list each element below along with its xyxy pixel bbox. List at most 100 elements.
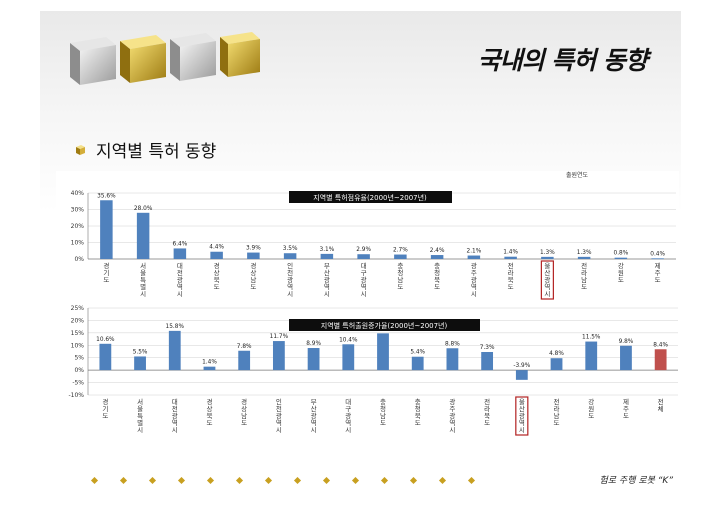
c2-data-label: 7.8% xyxy=(237,344,252,350)
svg-text:도: 도 xyxy=(484,419,490,427)
c1-category-label: 강원도 xyxy=(618,261,624,284)
chart1-title: 지역별 특허점유율(2000년~2007년) xyxy=(313,193,427,202)
c1-data-label: 3.1% xyxy=(320,247,335,253)
svg-text:도: 도 xyxy=(250,283,256,291)
svg-text:남: 남 xyxy=(250,275,256,284)
svg-text:역: 역 xyxy=(287,282,293,291)
c1-data-label: 1.3% xyxy=(577,250,592,256)
svg-text:도: 도 xyxy=(415,419,421,427)
footer-dot-icon xyxy=(293,477,302,485)
c1-bar xyxy=(651,258,664,260)
svg-text:역: 역 xyxy=(172,418,178,427)
svg-text:울: 울 xyxy=(519,398,525,406)
footer-dot-icon xyxy=(264,477,273,485)
svg-text:충: 충 xyxy=(380,397,386,406)
svg-text:상: 상 xyxy=(214,268,220,277)
chart1-title-box xyxy=(289,191,452,203)
c2-y-tick-label: 20% xyxy=(71,317,85,324)
svg-text:광: 광 xyxy=(311,412,317,420)
svg-text:산: 산 xyxy=(311,404,317,413)
svg-text:광: 광 xyxy=(345,412,351,420)
svg-text:경: 경 xyxy=(214,261,220,270)
svg-text:산: 산 xyxy=(544,268,550,277)
svg-text:광: 광 xyxy=(276,412,282,420)
section-heading: 지역별 특허 동향 xyxy=(74,137,216,162)
svg-text:시: 시 xyxy=(140,290,146,298)
c1-data-label: 2.7% xyxy=(393,248,408,254)
svg-text:광: 광 xyxy=(544,276,550,284)
c1-highlight-box xyxy=(540,260,554,300)
svg-text:상: 상 xyxy=(241,404,247,413)
svg-text:전: 전 xyxy=(658,397,664,406)
c1-category-label: 제주도 xyxy=(655,262,661,284)
c1-bar xyxy=(173,248,187,259)
svg-text:도: 도 xyxy=(241,419,247,427)
svg-text:역: 역 xyxy=(311,418,317,427)
c1-bar xyxy=(394,254,407,259)
c2-data-label: 4.8% xyxy=(549,351,564,357)
svg-text:전: 전 xyxy=(581,261,587,270)
svg-text:시: 시 xyxy=(471,290,477,298)
svg-text:역: 역 xyxy=(177,282,183,291)
svg-text:시: 시 xyxy=(177,290,183,298)
c2-data-label: 8.8% xyxy=(445,341,460,347)
svg-text:천: 천 xyxy=(287,268,293,277)
svg-text:도: 도 xyxy=(508,283,514,291)
footer-dot-icon xyxy=(322,477,331,485)
svg-text:남: 남 xyxy=(241,411,247,420)
chart2-title: 지역별 특허출원증가율(2000년~2007년) xyxy=(321,321,448,330)
svg-text:북: 북 xyxy=(214,276,220,284)
svg-text:강: 강 xyxy=(618,261,624,270)
c1-data-label: 3.9% xyxy=(246,246,261,252)
svg-text:울: 울 xyxy=(544,262,550,270)
svg-text:도: 도 xyxy=(655,276,661,284)
svg-text:시: 시 xyxy=(345,426,351,434)
svg-text:대: 대 xyxy=(361,262,367,270)
svg-text:라: 라 xyxy=(581,268,587,277)
slide-title: 국내의 특허 동향 xyxy=(477,46,648,75)
svg-text:도: 도 xyxy=(581,283,587,291)
svg-text:제: 제 xyxy=(623,398,629,406)
c1-bar xyxy=(283,253,297,259)
svg-text:전: 전 xyxy=(177,268,183,277)
c1-bar xyxy=(100,200,113,259)
c2-y-tick-label: -5% xyxy=(72,380,84,387)
c2-data-label: 1.4% xyxy=(202,360,217,366)
svg-text:도: 도 xyxy=(102,412,108,420)
svg-text:광: 광 xyxy=(324,276,330,284)
svg-text:주: 주 xyxy=(449,405,455,413)
c1-bar xyxy=(247,252,260,259)
c1-bar xyxy=(541,256,554,259)
chart1-legend-note: 출원연도 xyxy=(566,171,589,179)
c2-data-label: 8.4% xyxy=(653,342,668,348)
c1-y-tick-label: 30% xyxy=(71,207,85,214)
svg-text:광: 광 xyxy=(449,398,455,406)
c1-y-tick-label: 40% xyxy=(71,190,85,197)
c1-bar xyxy=(357,254,370,259)
svg-text:주: 주 xyxy=(655,269,661,277)
footer-dot-icon xyxy=(148,477,157,485)
c1-y-tick-label: 0% xyxy=(74,256,84,263)
svg-text:라: 라 xyxy=(508,268,514,277)
svg-text:광: 광 xyxy=(172,412,178,420)
svg-text:부: 부 xyxy=(311,398,317,406)
svg-text:별: 별 xyxy=(137,418,143,427)
growth-chart: -10% -5% 0% 5% 10% 15% 20% 25% 10.6% 5.5% 15.8% 1.… xyxy=(68,305,678,436)
svg-text:경: 경 xyxy=(206,397,212,406)
svg-text:구: 구 xyxy=(361,269,367,277)
